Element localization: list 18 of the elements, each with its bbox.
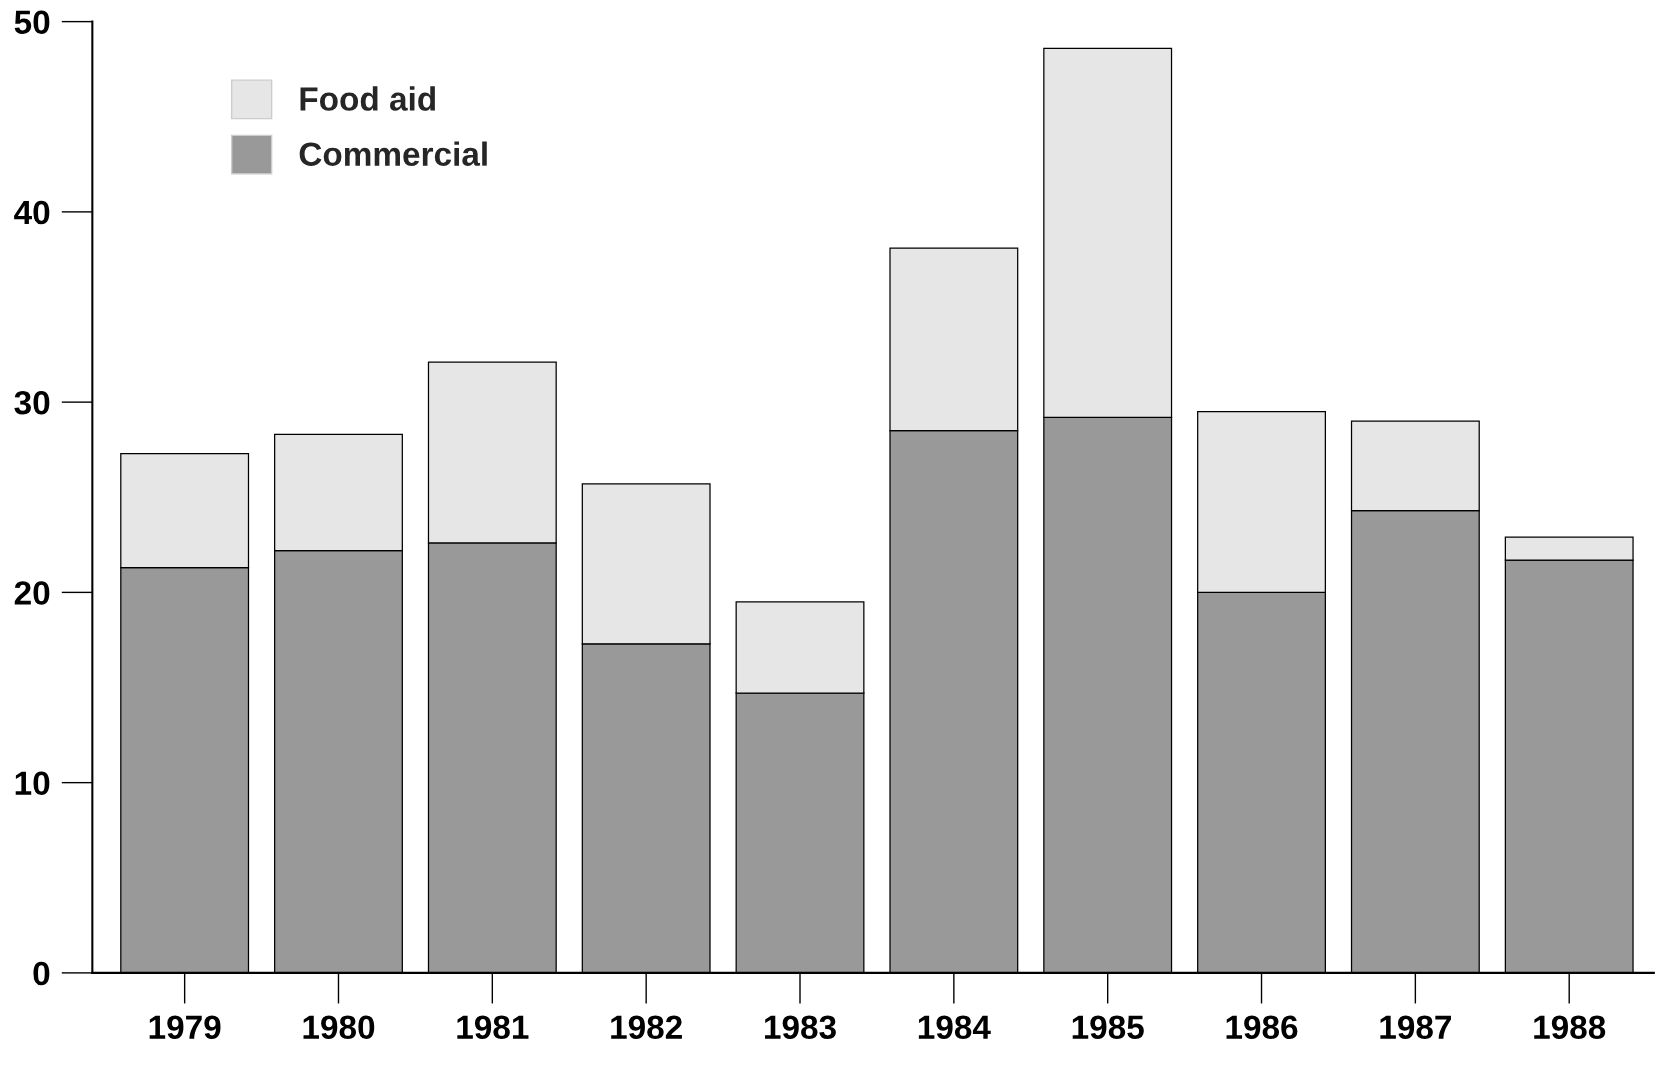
x-tick-label: 1979	[149, 1015, 221, 1040]
y-tick-label: 20	[14, 581, 50, 605]
y-tick-label: 30	[14, 390, 50, 415]
legend-label: Food aid	[300, 86, 435, 111]
x-tick-label: 1982	[611, 1015, 682, 1040]
x-tick-label: 1981	[457, 1015, 529, 1040]
x-tick-label: 1987	[1380, 1015, 1451, 1040]
x-tick-label: 1986	[1226, 1015, 1298, 1040]
x-tick-label: 1985	[1072, 1015, 1144, 1040]
y-tick-label: 10	[15, 771, 50, 796]
x-tick-label: 1983	[765, 1015, 836, 1040]
y-tick-label: 0	[33, 961, 50, 986]
legend-label: Commercial	[299, 141, 487, 166]
x-tick-label: 1984	[918, 1015, 991, 1040]
x-tick-label: 1988	[1534, 1015, 1606, 1040]
y-tick-label: 50	[14, 10, 50, 35]
x-tick-label: 1980	[303, 1015, 375, 1040]
y-tick-label: 40	[14, 200, 50, 225]
